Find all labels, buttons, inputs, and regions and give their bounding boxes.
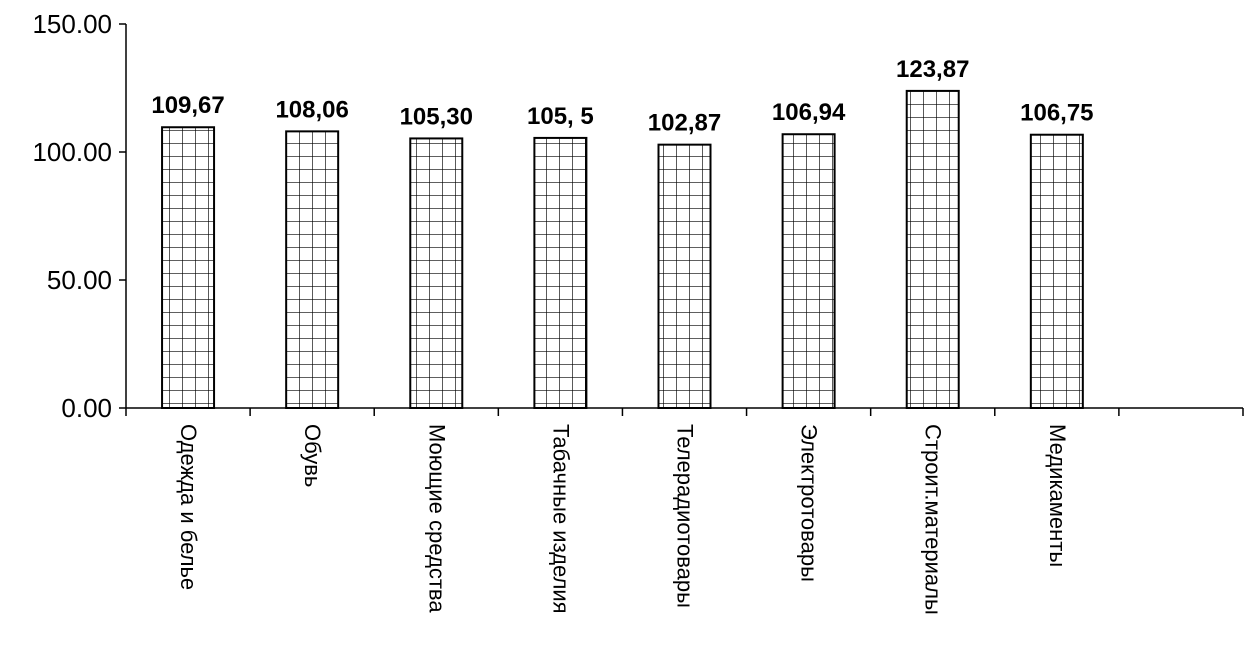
bar xyxy=(533,136,588,409)
category-label: Обувь xyxy=(300,424,325,487)
category-label: Телерадиотовары xyxy=(673,424,698,608)
bar xyxy=(657,143,712,409)
category-label: Медикаменты xyxy=(1045,424,1070,567)
data-label: 102,87 xyxy=(648,110,721,137)
y-tick-label: 100.00 xyxy=(32,137,112,167)
bar xyxy=(1029,133,1084,409)
data-label: 123,87 xyxy=(896,56,969,83)
category-label: Строит.материалы xyxy=(921,424,946,615)
y-tick-label: 150.00 xyxy=(32,9,112,39)
category-label: Моющие средства xyxy=(424,424,449,613)
data-label: 108,06 xyxy=(275,96,348,123)
bar xyxy=(409,137,464,409)
bars xyxy=(161,89,1084,410)
category-label: Табачные изделия xyxy=(548,424,573,614)
data-label: 105, 5 xyxy=(527,103,594,130)
labels: 109,67 Одежда и белье 108,06 Обувь 105,30 Мою… xyxy=(151,56,1093,615)
bar xyxy=(161,126,216,409)
bar xyxy=(905,89,960,410)
y-tick-label: 50.00 xyxy=(47,265,112,295)
bar xyxy=(285,130,340,409)
axes: 0.00 50.00 100.00 150.00 xyxy=(32,9,1244,423)
data-label: 105,30 xyxy=(400,103,473,130)
data-label: 106,75 xyxy=(1020,100,1093,127)
category-label: Электротовары xyxy=(797,424,822,582)
data-label: 109,67 xyxy=(151,92,224,119)
data-label: 106,94 xyxy=(772,99,846,126)
y-tick-label: 0.00 xyxy=(61,393,112,423)
bar xyxy=(781,133,836,409)
category-label: Одежда и белье xyxy=(176,424,201,590)
